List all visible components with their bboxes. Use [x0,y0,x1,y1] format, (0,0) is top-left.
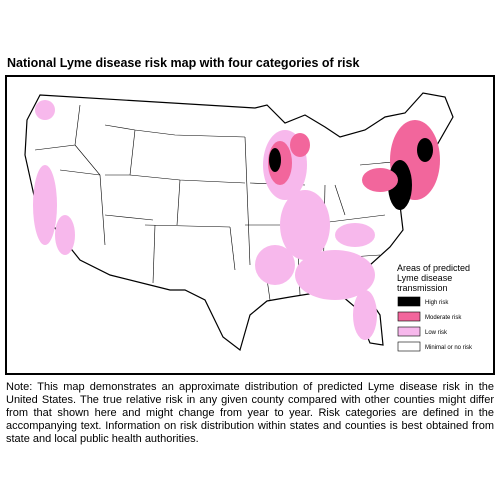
legend-swatch [397,311,421,322]
risk-areas [33,100,440,340]
legend-swatch [397,326,421,337]
note: Note: This map demonstrates an approxima… [6,381,494,445]
legend-label: Moderate risk [425,315,462,321]
legend-title: Areas of predicted [397,263,470,273]
legend-title: Lyme disease [397,273,452,283]
legend-label: High risk [425,300,449,306]
legend-label: Minimal or no risk [425,345,473,351]
legend-swatch [397,341,421,352]
map-title: National Lyme disease risk map with four… [7,56,360,70]
legend-title: transmission [397,283,448,293]
legend-swatch [397,296,421,307]
legend-label: Low risk [425,330,448,336]
